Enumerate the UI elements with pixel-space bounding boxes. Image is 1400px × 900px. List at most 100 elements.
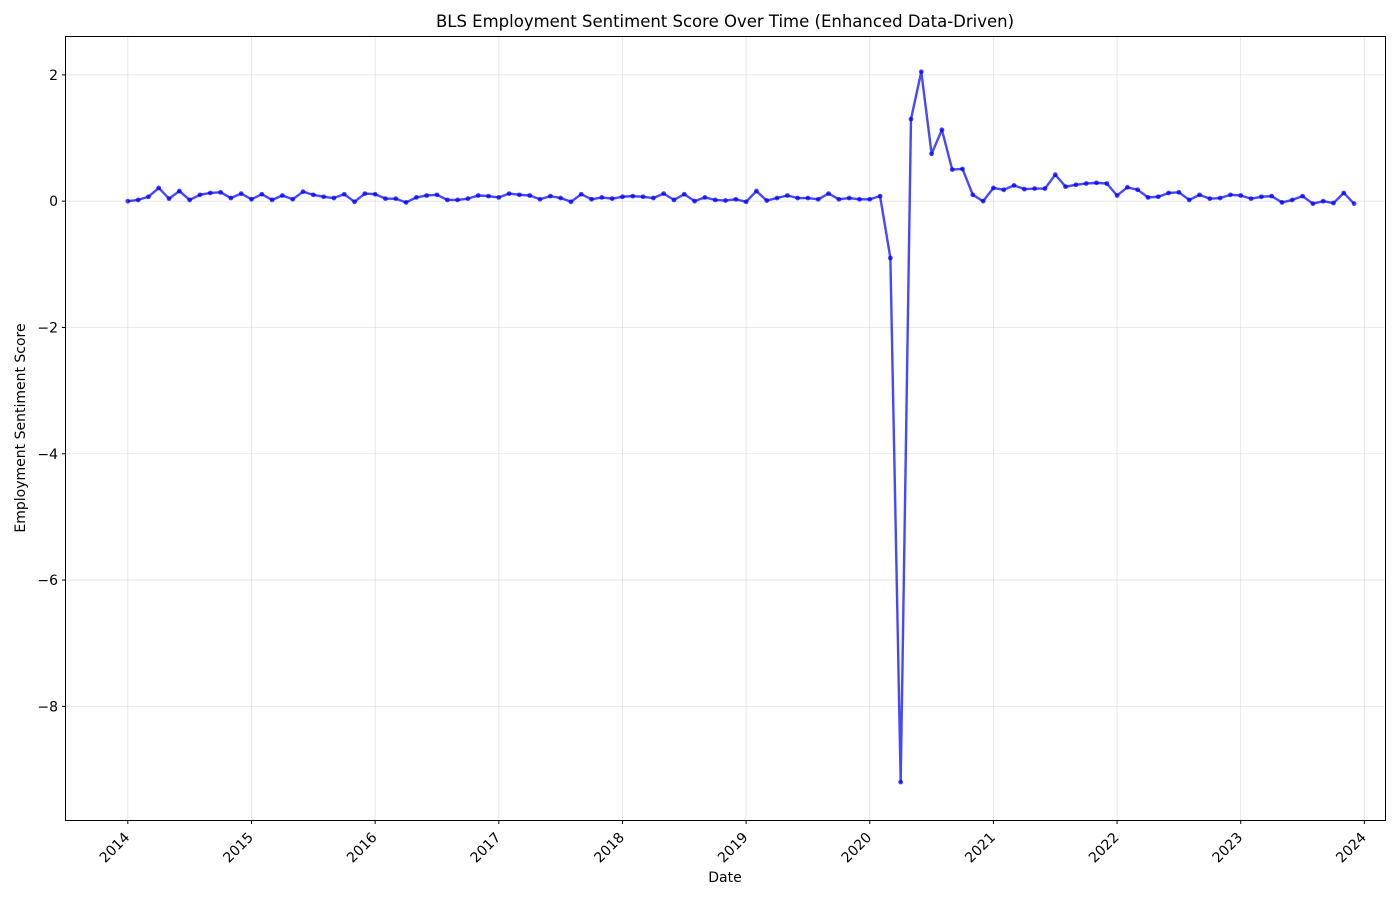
data-point: [269, 197, 275, 203]
data-point: [826, 191, 831, 197]
data-point: [537, 196, 543, 202]
data-point: [455, 197, 460, 203]
data-point: [1351, 201, 1357, 207]
data-point: [640, 194, 646, 200]
y-tick-label: −6: [37, 573, 58, 589]
data-point: [929, 151, 934, 157]
y-tick-label: −4: [37, 447, 58, 463]
x-tick-label: 2014: [97, 830, 134, 867]
x-tick-label: 2019: [715, 830, 752, 867]
data-point: [259, 191, 265, 197]
data-point: [403, 200, 409, 205]
data-point: [1300, 193, 1305, 199]
data-point: [681, 191, 687, 197]
data-point: [805, 195, 811, 201]
data-point: [1331, 200, 1336, 206]
data-point: [815, 196, 821, 202]
x-tick-label: 2024: [1333, 830, 1370, 867]
data-point: [176, 188, 182, 194]
y-tick-label: −8: [37, 699, 58, 715]
data-point: [1155, 194, 1161, 200]
data-point: [661, 191, 667, 197]
data-point: [413, 194, 419, 200]
data-point: [146, 194, 151, 200]
data-point: [1124, 184, 1130, 190]
data-point: [1073, 182, 1079, 188]
data-point: [754, 188, 759, 194]
data-point: [1186, 197, 1192, 203]
data-point: [393, 196, 399, 202]
data-point: [702, 194, 708, 200]
data-point: [784, 193, 790, 198]
data-point: [1269, 193, 1275, 199]
x-tick-label: 2020: [839, 830, 876, 867]
data-point: [444, 197, 450, 203]
data-point: [249, 196, 254, 202]
data-point: [321, 194, 327, 200]
data-point: [867, 196, 873, 202]
data-point: [846, 195, 852, 201]
data-point: [1011, 182, 1017, 188]
data-point: [1217, 195, 1223, 201]
data-point: [877, 193, 883, 199]
data-point: [599, 194, 605, 200]
data-point: [1228, 192, 1233, 198]
data-point: [1238, 193, 1244, 198]
data-point: [1176, 189, 1182, 195]
data-point: [578, 191, 584, 197]
data-point: [300, 189, 306, 195]
data-point: [1114, 193, 1120, 198]
x-axis: 2014 2015 2016 2017 2018 2019 2020 2021 2022 2023…: [97, 820, 1370, 866]
data-point: [939, 127, 945, 133]
data-point: [1135, 187, 1141, 193]
x-tick-label: 2016: [344, 830, 381, 867]
data-point: [1083, 181, 1089, 186]
x-tick-label: 2017: [468, 830, 505, 867]
data-point: [207, 190, 213, 196]
data-point: [1166, 190, 1172, 196]
data-point: [125, 198, 131, 204]
grid: [66, 37, 1385, 820]
data-point: [1197, 192, 1202, 198]
data-point: [733, 196, 739, 202]
x-tick-label: 2021: [962, 830, 999, 867]
data-point: [712, 197, 718, 203]
data-point: [218, 189, 223, 195]
data-point: [1341, 190, 1347, 196]
data-point: [918, 69, 924, 75]
data-point: [238, 191, 244, 197]
data-point: [383, 196, 388, 202]
data-point: [341, 191, 347, 197]
data-point: [589, 196, 594, 202]
data-point: [527, 193, 533, 198]
data-point: [970, 192, 976, 198]
data-point: [424, 193, 430, 198]
data-point: [723, 198, 728, 203]
data-point: [650, 195, 656, 201]
data-point: [228, 195, 234, 201]
data-point: [197, 192, 203, 198]
data-point: [671, 197, 677, 203]
data-point: [568, 199, 574, 205]
data-point: [434, 192, 440, 198]
data-point: [774, 195, 780, 201]
data-point: [166, 196, 172, 202]
data-point: [135, 197, 141, 203]
data-point: [517, 192, 522, 198]
data-point: [764, 198, 770, 203]
data-point: [1320, 198, 1326, 204]
x-axis-title: Date: [708, 870, 741, 886]
data-point: [1094, 180, 1099, 186]
data-point: [290, 196, 296, 202]
data-point: [980, 198, 986, 204]
series-layer: [125, 69, 1357, 785]
data-point: [795, 195, 801, 201]
data-point: [1104, 181, 1110, 186]
data-point: [1052, 172, 1058, 178]
data-point: [1207, 196, 1213, 202]
data-point: [887, 255, 893, 261]
data-point: [558, 195, 564, 201]
data-point: [836, 196, 842, 202]
data-point: [1042, 186, 1048, 191]
